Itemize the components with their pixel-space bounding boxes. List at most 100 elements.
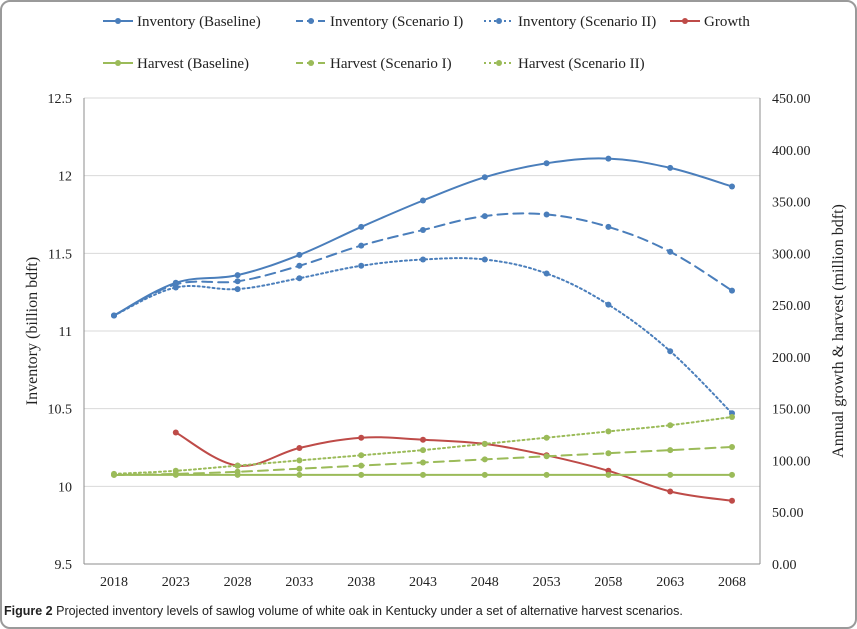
data-point: [729, 287, 735, 294]
x-tick-label: 2033: [285, 575, 313, 590]
legend-label: Harvest (Scenario I): [330, 56, 452, 72]
data-point: [667, 488, 674, 495]
data-point: [172, 467, 179, 474]
line-chart: 9.5 10 10.5 11 11.5 12 12.5 0.00 50.00 100.00 150.…: [24, 14, 847, 590]
caption-label: Figure 2: [4, 604, 53, 618]
legend-label: Inventory (Scenario I): [330, 14, 463, 30]
legend-marker: [308, 18, 314, 24]
caption-text: Projected inventory levels of sawlog vol…: [56, 604, 683, 618]
axes: 9.5 10 10.5 11 11.5 12 12.5 0.00 50.00 100.00 150.…: [48, 92, 811, 590]
data-point: [667, 248, 674, 255]
data-point: [420, 227, 426, 233]
legend-marker: [115, 60, 121, 66]
data-point: [667, 164, 674, 171]
data-point: [420, 256, 426, 263]
data-point: [358, 434, 365, 441]
x-tick-label: 2068: [718, 575, 746, 590]
data-point: [420, 471, 426, 478]
series-inventory-baseline: [111, 155, 735, 319]
data-point: [172, 284, 179, 291]
data-point: [729, 414, 735, 420]
series-lines: [111, 155, 735, 504]
data-point: [234, 286, 241, 293]
data-point: [420, 197, 426, 204]
series-line-growth: [174, 431, 733, 502]
legend-marker: [308, 60, 314, 66]
x-tick-label: 2038: [347, 575, 375, 590]
data-point: [543, 471, 550, 478]
legend: Inventory (Baseline) Inventory (Scenario …: [103, 14, 750, 72]
data-point: [358, 462, 365, 469]
data-point: [543, 434, 550, 441]
data-point: [172, 429, 179, 436]
figure-caption: Figure 2 Projected inventory levels of s…: [4, 604, 683, 618]
series-harvest-scenario-ii: [111, 414, 735, 477]
series-harvest-scenario-i: [111, 444, 735, 478]
y-axis-right-label: Annual growth & harvest (million bdft): [830, 204, 847, 458]
x-tick-label: 2048: [471, 575, 499, 590]
legend-marker: [496, 18, 502, 24]
y-left-tick-label: 11.5: [48, 247, 72, 262]
data-point: [605, 155, 612, 162]
data-point: [667, 422, 674, 429]
y-right-tick-label: 0.00: [772, 558, 797, 573]
data-point: [296, 465, 303, 472]
legend-label: Growth: [704, 14, 750, 30]
data-point: [111, 470, 117, 477]
data-point: [667, 447, 674, 454]
legend-entry-inventory-baseline: Inventory (Baseline): [103, 14, 261, 30]
data-point: [358, 262, 365, 269]
y-right-tick-label: 350.00: [772, 196, 811, 211]
data-point: [729, 183, 735, 190]
y-left-tick-label: 11: [59, 325, 72, 340]
data-point: [543, 270, 550, 277]
data-point: [729, 497, 735, 504]
data-point: [543, 211, 550, 218]
data-point: [481, 256, 488, 263]
y-left-tick-label: 10.5: [48, 403, 73, 418]
series-inventory-scenario-ii: [111, 256, 735, 417]
x-tick-label: 2043: [409, 575, 437, 590]
data-point: [481, 456, 488, 463]
data-point: [729, 471, 735, 478]
data-point: [667, 471, 674, 478]
data-point: [667, 348, 674, 355]
series-line-inventory-scenario-ii: [113, 257, 733, 415]
data-point: [481, 440, 488, 447]
data-point: [111, 312, 117, 319]
x-tick-label: 2023: [162, 575, 190, 590]
x-tick-label: 2028: [224, 575, 252, 590]
y-right-tick-label: 100.00: [772, 454, 811, 469]
data-point: [420, 436, 426, 443]
y-right-tick-label: 150.00: [772, 403, 811, 418]
legend-entry-inventory-scenario-i: Inventory (Scenario I): [296, 14, 463, 30]
legend-label: Inventory (Baseline): [137, 14, 261, 30]
legend-marker: [496, 60, 502, 66]
series-inventory-scenario-i: [111, 211, 735, 319]
data-point: [234, 462, 241, 469]
data-point: [296, 445, 303, 451]
y-right-tick-label: 400.00: [772, 144, 811, 159]
legend-entry-harvest-scenario-i: Harvest (Scenario I): [296, 56, 452, 72]
data-point: [296, 471, 303, 478]
data-point: [605, 471, 612, 478]
data-point: [543, 453, 550, 460]
y-left-tick-label: 12: [58, 170, 72, 185]
data-point: [234, 278, 241, 285]
data-point: [358, 452, 365, 459]
data-point: [729, 444, 735, 450]
data-point: [296, 262, 303, 269]
x-tick-label: 2053: [533, 575, 561, 590]
gridlines: [84, 97, 760, 487]
y-right-tick-label: 450.00: [772, 92, 811, 107]
y-right-tick-label: 300.00: [772, 247, 811, 262]
data-point: [481, 174, 488, 181]
legend-entry-inventory-scenario-ii: Inventory (Scenario II): [484, 14, 656, 30]
data-point: [605, 428, 612, 435]
legend-marker: [115, 18, 121, 24]
x-tick-label: 2018: [100, 575, 128, 590]
legend-entry-harvest-scenario-ii: Harvest (Scenario II): [484, 56, 645, 72]
y-left-tick-label: 10: [58, 480, 72, 495]
y-right-tick-label: 250.00: [772, 299, 811, 314]
data-point: [605, 223, 612, 230]
